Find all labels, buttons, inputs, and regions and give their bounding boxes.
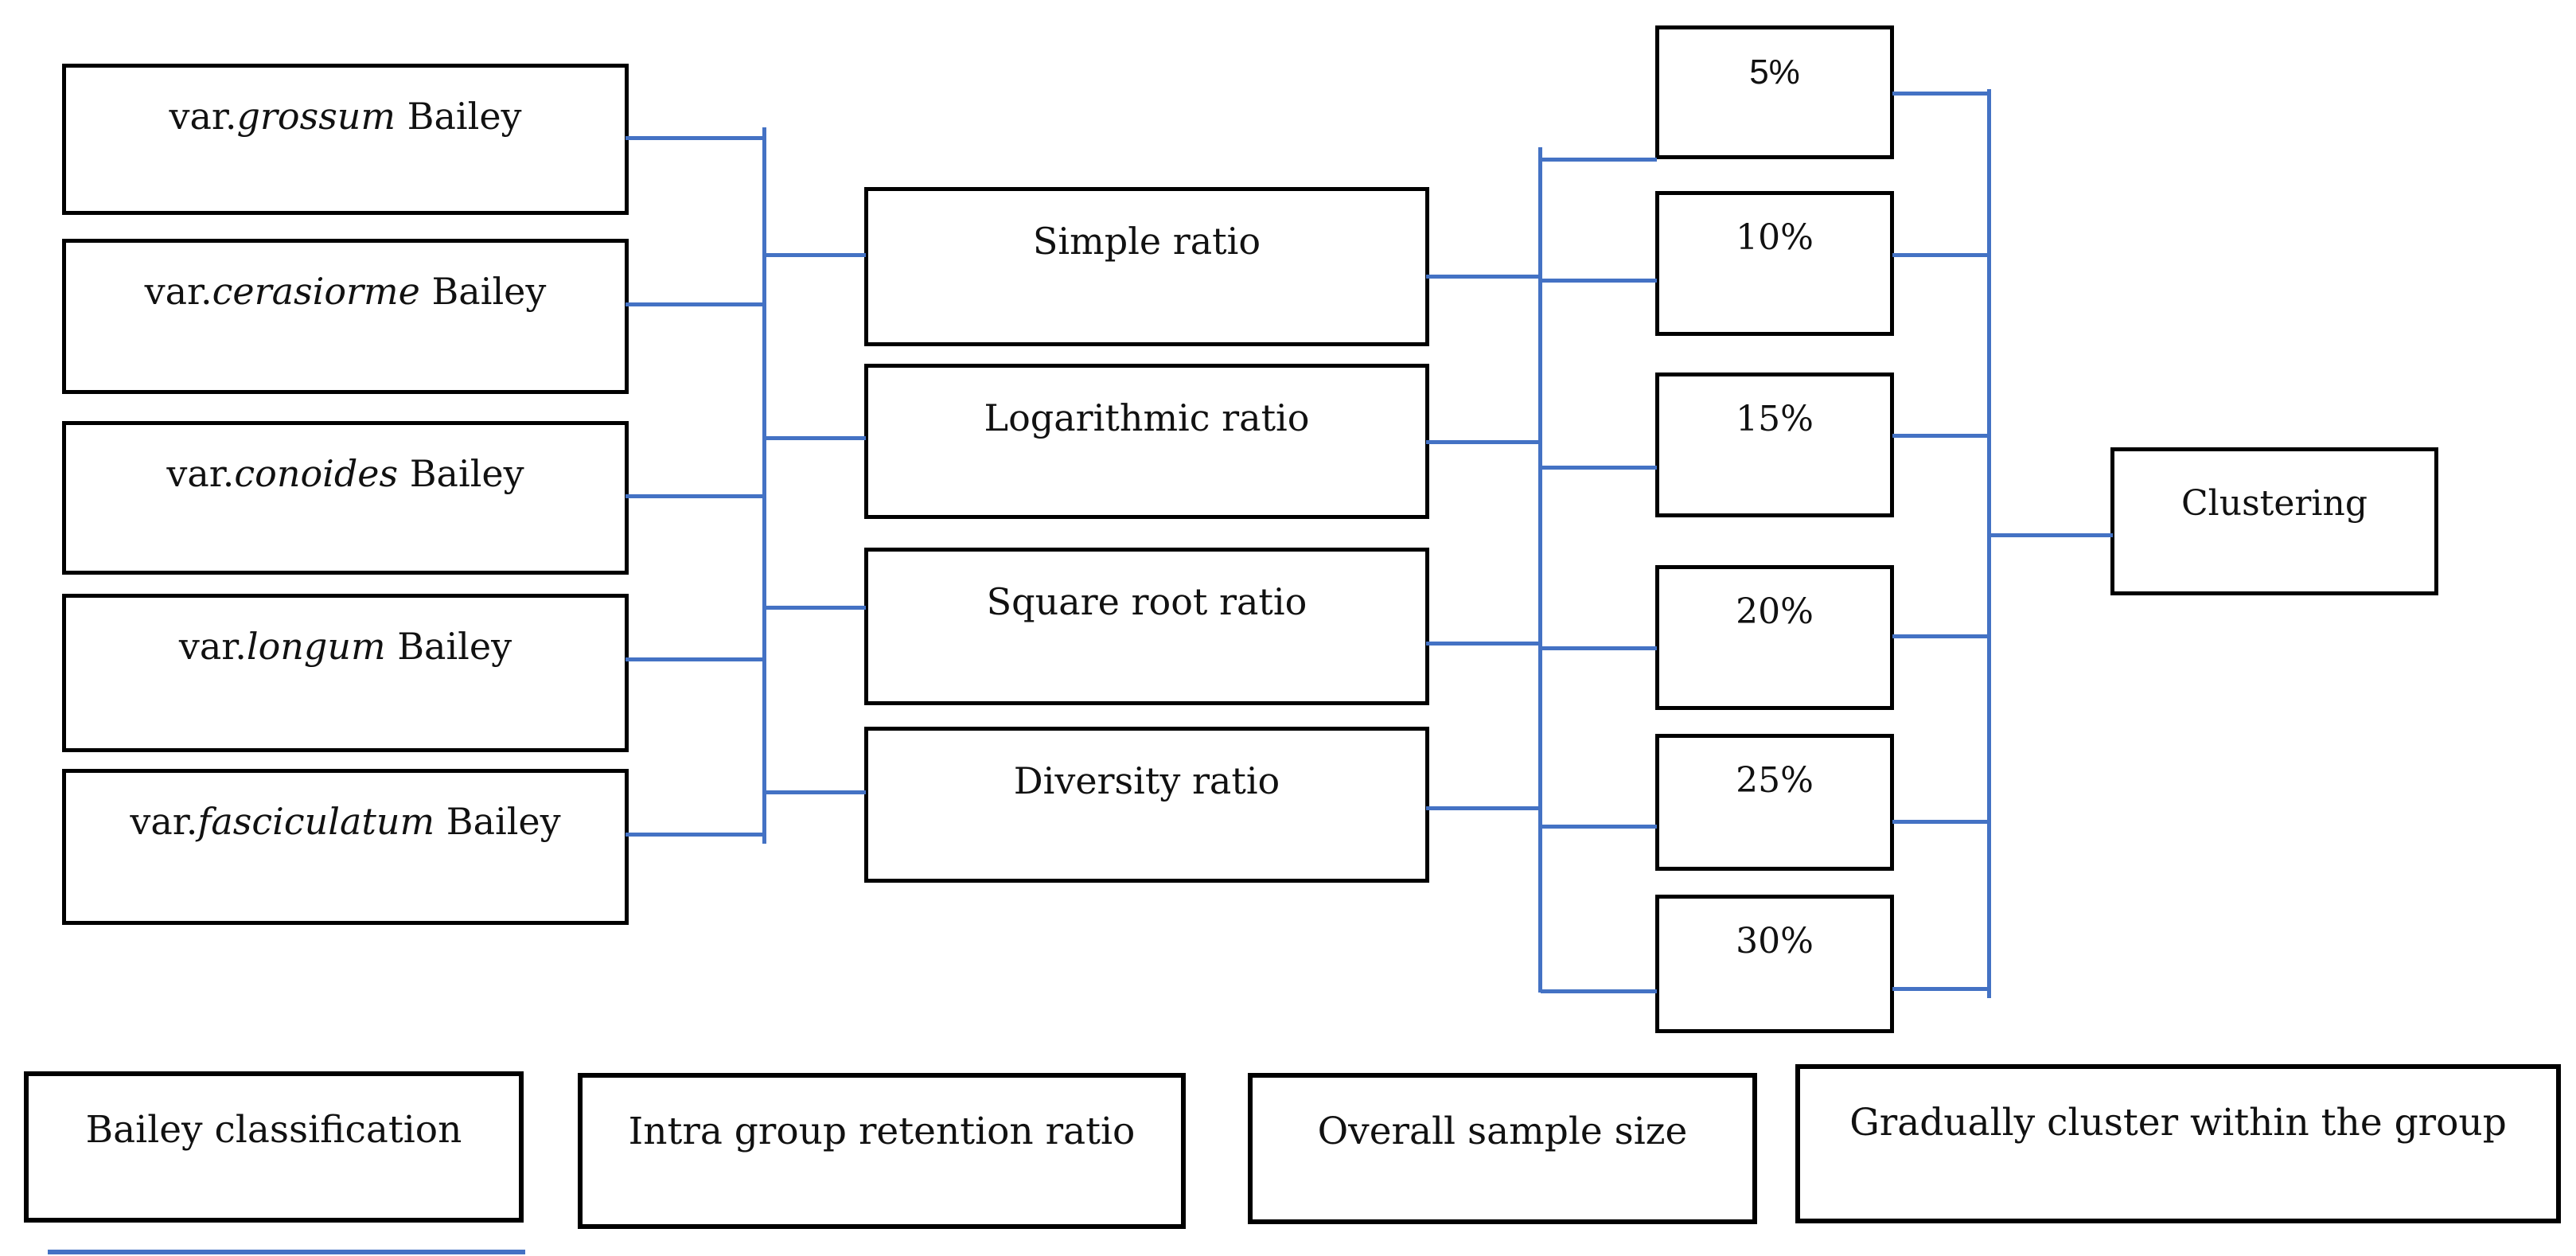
node-label: 15% — [1736, 399, 1814, 439]
connector-bus-to-20-percent — [1541, 646, 1657, 650]
node-label: 10% — [1736, 217, 1814, 258]
legend-label: Bailey classification — [85, 1108, 462, 1152]
legend-overall-sample-size: Overall sample size — [1248, 1073, 1757, 1224]
node-label: 30% — [1736, 921, 1814, 962]
connector-fasciculatum-to-bus — [625, 833, 764, 837]
connector-grossum-to-bus — [625, 136, 764, 140]
node-diversity-ratio: Diversity ratio — [864, 727, 1429, 883]
node-label: 20% — [1736, 591, 1814, 632]
bus-ratio-to-sample-size — [1538, 147, 1542, 993]
connector-bus-to-logarithmic-ratio — [764, 436, 866, 440]
connector-bus-to-30-percent — [1541, 989, 1657, 993]
node-label: var.fasciculatum Bailey — [130, 800, 561, 843]
connector-5-percent-to-bus — [1892, 92, 1989, 96]
legend-gradually-cluster-within-the-group: Gradually cluster within the group — [1795, 1064, 2561, 1223]
node-square-root-ratio: Square root ratio — [864, 548, 1429, 705]
node-label: Diversity ratio — [1013, 759, 1280, 802]
node-var-fasciculatum-bailey: var.fasciculatum Bailey — [62, 769, 629, 925]
connector-bus-to-simple-ratio — [764, 253, 866, 257]
connector-bus-to-15-percent — [1541, 466, 1657, 470]
node-label: 25% — [1736, 760, 1814, 801]
node-clustering: Clustering — [2110, 447, 2438, 595]
node-label: Simple ratio — [1032, 220, 1261, 263]
node-label: Square root ratio — [986, 580, 1307, 623]
connector-30-percent-to-bus — [1892, 987, 1989, 991]
bus-sample-size-to-clustering — [1987, 89, 1991, 998]
connector-longum-to-bus — [625, 657, 764, 661]
node-var-conoides-bailey: var.conoides Bailey — [62, 421, 629, 575]
connector-cerasiorme-to-bus — [625, 302, 764, 306]
legend-bailey-classification: Bailey classification — [24, 1071, 524, 1223]
connector-bus-to-25-percent — [1541, 825, 1657, 829]
connector-20-percent-to-bus — [1892, 634, 1989, 638]
node-logarithmic-ratio: Logarithmic ratio — [864, 364, 1429, 519]
connector-10-percent-to-bus — [1892, 253, 1989, 257]
connector-square-root-ratio-to-bus — [1426, 642, 1540, 646]
connector-bus-to-diversity-ratio — [764, 790, 866, 794]
legend-label: Overall sample size — [1317, 1110, 1688, 1153]
node-label: 5% — [1749, 53, 1800, 92]
node-var-grossum-bailey: var.grossum Bailey — [62, 64, 629, 215]
connector-logarithmic-ratio-to-bus — [1426, 440, 1540, 444]
connector-bus-to-5-percent — [1541, 158, 1657, 162]
connector-25-percent-to-bus — [1892, 820, 1989, 824]
node-label: var.cerasiorme Bailey — [144, 270, 547, 313]
connector-15-percent-to-bus — [1892, 434, 1989, 438]
node-label: var.grossum Bailey — [169, 95, 522, 138]
node-simple-ratio: Simple ratio — [864, 187, 1429, 346]
node-5-percent: 5% — [1655, 25, 1894, 159]
node-var-longum-bailey: var.longum Bailey — [62, 594, 629, 752]
connector-diversity-ratio-to-bus — [1426, 806, 1540, 810]
legend-label: Intra group retention ratio — [628, 1110, 1136, 1153]
legend-intra-group-retention-ratio: Intra group retention ratio — [578, 1073, 1186, 1229]
node-label: Clustering — [2181, 483, 2368, 524]
node-30-percent: 30% — [1655, 895, 1894, 1033]
connector-bus-to-clustering — [1989, 533, 2113, 537]
connector-simple-ratio-to-bus — [1426, 275, 1540, 279]
node-var-cerasiorme-bailey: var.cerasiorme Bailey — [62, 239, 629, 394]
connector-bus-to-10-percent — [1541, 279, 1657, 283]
legend-label: Gradually cluster within the group — [1849, 1101, 2507, 1145]
node-label: Logarithmic ratio — [984, 396, 1310, 439]
bus-variety-to-ratio — [762, 127, 766, 844]
node-15-percent: 15% — [1655, 373, 1894, 517]
node-20-percent: 20% — [1655, 565, 1894, 710]
node-label: var.longum Bailey — [178, 625, 512, 668]
connector-bus-to-square-root-ratio — [764, 606, 866, 610]
connector-bottom-stray — [48, 1250, 525, 1254]
node-25-percent: 25% — [1655, 734, 1894, 871]
connector-conoides-to-bus — [625, 494, 764, 498]
node-10-percent: 10% — [1655, 191, 1894, 336]
node-label: var.conoides Bailey — [166, 452, 524, 495]
